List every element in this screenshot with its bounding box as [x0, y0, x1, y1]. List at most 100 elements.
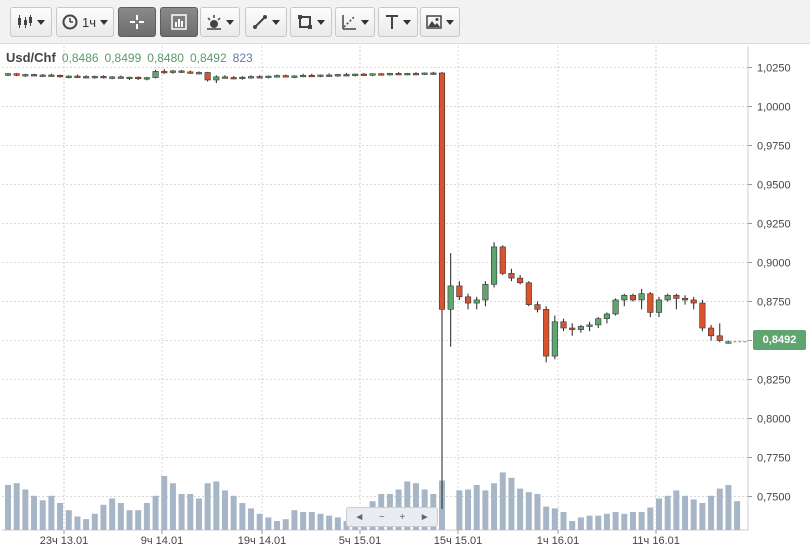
candle-body-up [473, 299, 480, 304]
candle-body-down [230, 77, 237, 80]
chart-type-button[interactable] [10, 7, 52, 37]
volume-bar [734, 501, 741, 530]
image-button[interactable] [420, 7, 460, 37]
y-axis: 1,0250 1,0000 0,9750 0,9500 0,9250 0,9000 0,87… [748, 63, 791, 504]
candle-body-up [143, 77, 150, 80]
candle-body-up [126, 76, 133, 79]
volume-bar [65, 510, 72, 530]
candle-body-down [412, 73, 420, 76]
candle-body-up [300, 75, 307, 78]
chevron-down-icon [100, 19, 108, 25]
candle-body-up [213, 76, 220, 81]
candle-body-up [586, 324, 593, 327]
candle [595, 317, 602, 329]
candle-body-down [508, 273, 515, 279]
indicators-icon [207, 15, 221, 30]
candle-body-up [152, 71, 159, 78]
volume-bar [282, 519, 289, 530]
candle-body-down [560, 321, 567, 329]
candle-body-down [430, 72, 437, 75]
candle-body-up [386, 73, 393, 76]
indicators-button[interactable] [200, 7, 240, 37]
volume-bar [543, 506, 550, 530]
candle-body-down [499, 246, 506, 274]
candle-body-up [551, 321, 558, 357]
candle [169, 69, 176, 74]
volume-bar [143, 503, 150, 530]
chevron-down-icon [403, 19, 411, 25]
volume-bar [690, 499, 697, 530]
candle [187, 70, 194, 74]
volume-bar [100, 504, 107, 530]
candle [30, 73, 38, 77]
line-tool-button[interactable] [245, 7, 287, 37]
volume-value: 823 [232, 51, 253, 65]
candle [629, 293, 637, 302]
candle [178, 69, 185, 73]
chevron-down-icon [226, 19, 234, 25]
candle [716, 323, 723, 343]
y-tick-label: 0,9000 [757, 258, 791, 270]
x-tick-label: 11ч 16.01 [632, 535, 680, 546]
x-tick-label: 1ч 16.01 [537, 535, 579, 546]
y-tick-label: 0,9250 [757, 219, 791, 231]
scroll-left-button[interactable]: ◄ [354, 511, 365, 523]
volume-bar [482, 490, 489, 530]
interval-button[interactable]: 1ч [56, 7, 114, 37]
volume-bar [274, 521, 281, 530]
zoom-in-button[interactable]: + [399, 511, 406, 523]
volume-bar [22, 489, 29, 530]
volume-bar [412, 483, 419, 530]
volume-bar [83, 519, 90, 530]
fib-tool-button[interactable] [335, 7, 375, 37]
close-value: 0,8492 [189, 51, 227, 65]
interval-label: 1ч [81, 14, 96, 30]
candle [655, 296, 663, 318]
volume-bar [222, 490, 228, 530]
volume-bar [499, 472, 506, 530]
candle [603, 312, 610, 324]
scroll-right-button[interactable]: ► [419, 511, 430, 523]
volume-bar [334, 517, 341, 530]
candle [421, 72, 428, 75]
candle [456, 281, 463, 300]
volume-bar [31, 495, 38, 530]
candle [195, 71, 203, 75]
text-tool-button[interactable] [378, 7, 418, 37]
candle-body-down [673, 294, 680, 299]
volume-bar [551, 508, 558, 530]
grid [2, 46, 749, 531]
candle [482, 281, 489, 307]
shape-tool-button[interactable] [290, 7, 332, 37]
candle [300, 73, 307, 78]
candle [534, 301, 541, 313]
volume-bar [603, 513, 610, 530]
candle [386, 72, 393, 76]
zoom-out-button[interactable]: − [378, 511, 385, 523]
volume-bar [39, 500, 46, 530]
candle-body-down [569, 327, 576, 330]
volume-bar [13, 483, 20, 530]
volume-bar [612, 512, 619, 530]
volume-toggle-button[interactable] [160, 7, 198, 37]
volume-bar [621, 513, 628, 530]
candle-body-down [57, 75, 64, 78]
crosshair-button[interactable] [118, 7, 156, 37]
candle-body-up [664, 294, 671, 301]
x-axis: 23ч 13.01 9ч 14.01 19ч 14.01 5ч 15.01 15ч 15… [40, 530, 680, 546]
candle [48, 73, 55, 77]
candle-body-down [708, 327, 715, 337]
candle [213, 75, 220, 84]
candle [326, 73, 333, 77]
candle [647, 292, 654, 318]
candle [378, 72, 385, 76]
volume-bar [664, 495, 671, 530]
candle [638, 289, 645, 310]
candle-body-down [360, 73, 367, 76]
y-tick-label: 0,7500 [757, 492, 791, 504]
candle-body-up [39, 74, 46, 77]
candle-body-down [395, 73, 402, 76]
candle-body-down [517, 277, 524, 284]
candle [699, 299, 706, 332]
